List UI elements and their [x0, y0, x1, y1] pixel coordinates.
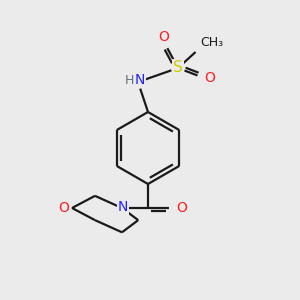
- Text: O: O: [177, 201, 188, 215]
- Text: S: S: [173, 61, 183, 76]
- Text: N: N: [135, 73, 145, 87]
- Text: O: O: [205, 71, 215, 85]
- Text: O: O: [159, 30, 170, 44]
- Text: CH₃: CH₃: [200, 37, 224, 50]
- Text: H: H: [124, 74, 134, 88]
- Text: N: N: [118, 200, 128, 214]
- Text: O: O: [58, 201, 69, 215]
